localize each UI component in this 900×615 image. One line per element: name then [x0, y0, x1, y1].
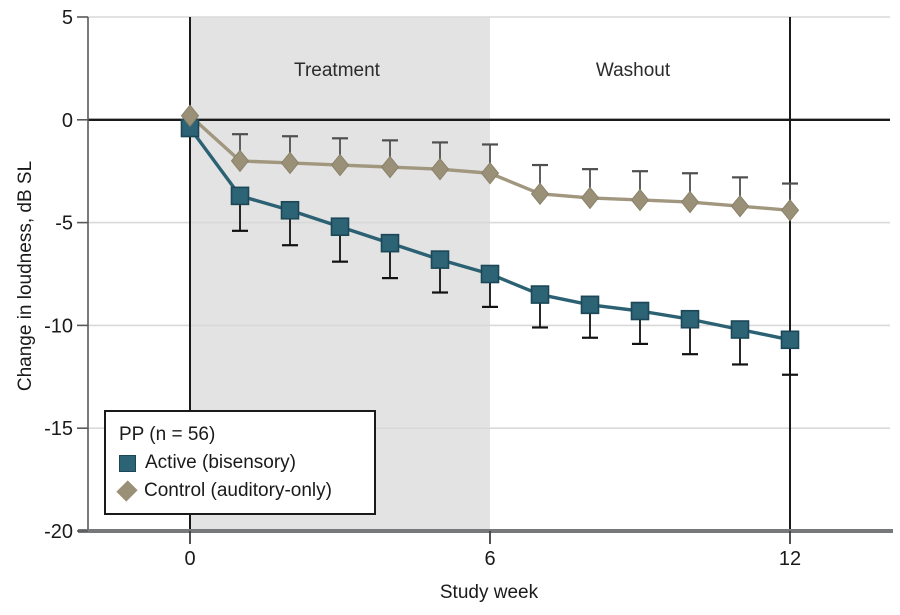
- y-tick-label: -15: [44, 418, 73, 440]
- markers-control: [180, 104, 800, 222]
- y-tick-label: -5: [55, 213, 73, 235]
- markers-active: [180, 118, 800, 350]
- marker-square: [480, 264, 500, 284]
- marker-diamond: [380, 155, 400, 179]
- legend-title: PP (n = 56): [119, 421, 368, 449]
- x-tick-label: 6: [484, 548, 495, 570]
- legend-box: PP (n = 56) Active (bisensory) Control (…: [104, 410, 376, 515]
- error-bars-active: [232, 195, 798, 376]
- marker-square: [680, 309, 700, 329]
- legend-label-control: Control (auditory-only): [144, 480, 332, 501]
- marker-diamond: [530, 182, 550, 206]
- marker-square: [530, 285, 550, 304]
- marker-diamond: [280, 151, 300, 175]
- marker-square: [630, 301, 650, 321]
- x-tick-label: 0: [184, 548, 195, 570]
- active-square-marker-icon: [119, 454, 136, 472]
- marker-diamond: [680, 190, 700, 214]
- x-axis-title: Study week: [439, 582, 539, 603]
- marker-diamond: [480, 161, 500, 185]
- marker-square: [430, 250, 450, 269]
- treatment-phase-label: Treatment: [294, 60, 380, 81]
- legend-label-active: Active (bisensory): [145, 452, 296, 473]
- marker-diamond: [630, 188, 650, 212]
- legend-item-control: Control (auditory-only): [116, 477, 368, 505]
- marker-diamond: [430, 157, 450, 181]
- marker-square: [330, 217, 350, 237]
- marker-square: [780, 330, 800, 350]
- y-axis-title: Change in loudness, dB SL: [15, 160, 36, 392]
- marker-square: [580, 295, 600, 315]
- legend-title-text: PP (n = 56): [119, 424, 216, 445]
- control-diamond-marker-icon: [116, 480, 138, 502]
- washout-phase-label: Washout: [595, 60, 671, 81]
- x-tick-label: 12: [779, 548, 801, 570]
- marker-diamond: [780, 198, 800, 222]
- legend-item-active: Active (bisensory): [119, 449, 368, 477]
- marker-diamond: [580, 186, 600, 210]
- marker-diamond: [180, 104, 200, 127]
- marker-square: [280, 200, 300, 220]
- marker-square: [230, 186, 250, 206]
- marker-diamond: [330, 153, 350, 177]
- y-tick-label: -10: [44, 315, 73, 337]
- y-tick-label: 5: [62, 7, 73, 29]
- marker-square: [380, 233, 400, 253]
- marker-diamond: [730, 194, 750, 218]
- marker-diamond: [230, 149, 250, 173]
- marker-square: [730, 320, 750, 339]
- y-tick-label: -20: [44, 521, 73, 543]
- y-tick-label: 0: [62, 110, 73, 132]
